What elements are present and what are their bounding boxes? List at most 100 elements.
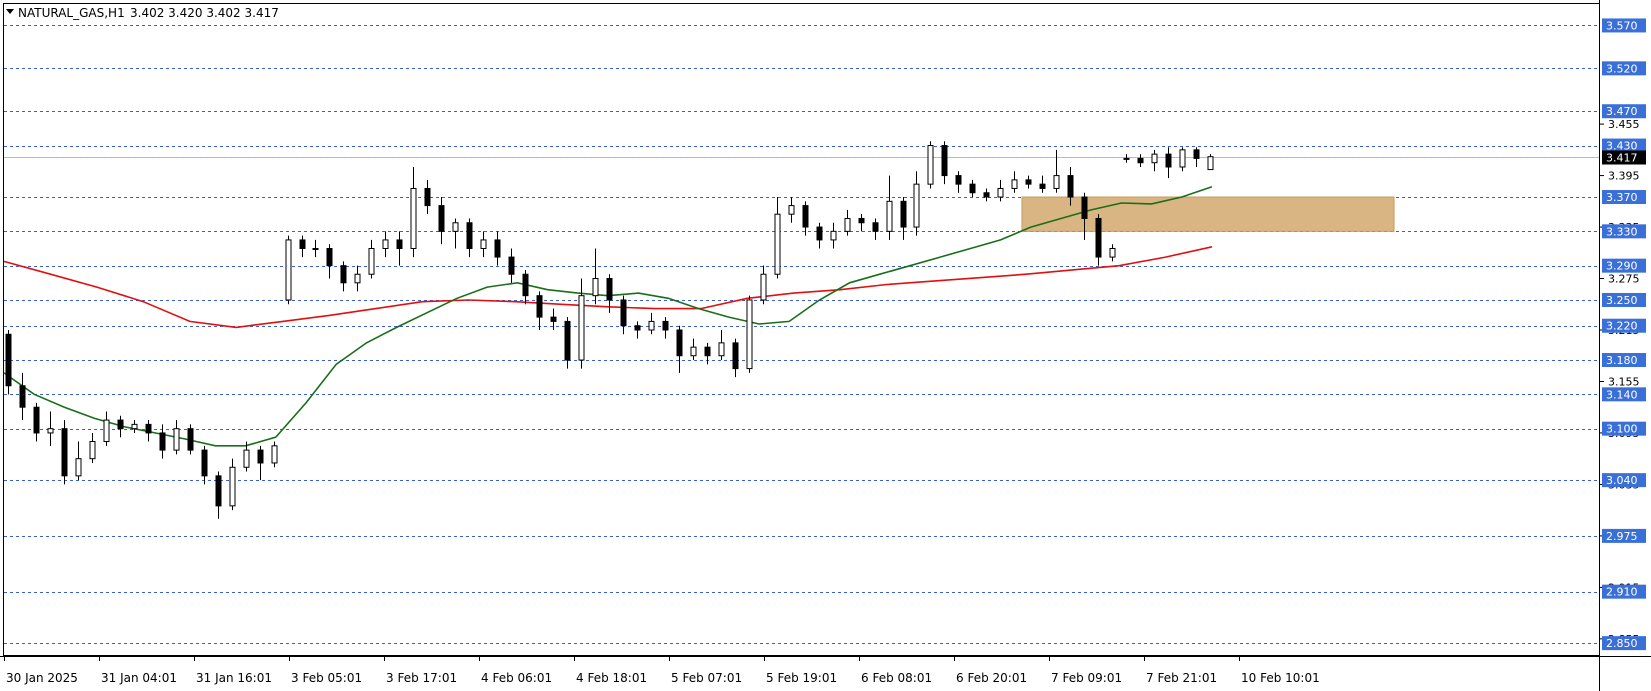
level-badge-label: 3.470 <box>1606 105 1638 118</box>
candle-body-bear <box>732 342 739 370</box>
candle <box>466 218 473 258</box>
candle-body-bull <box>47 428 54 434</box>
ma-slow-line <box>3 246 1213 329</box>
time-label: 7 Feb 09:01 <box>1051 671 1122 685</box>
candle <box>299 235 306 258</box>
candle-body-bear <box>704 346 711 357</box>
level-badge-bg <box>1602 421 1646 436</box>
level-badge: 3.520 <box>1602 61 1646 76</box>
candle <box>522 269 529 305</box>
time-label: 7 Feb 21:01 <box>1146 671 1217 685</box>
level-badge: 3.220 <box>1602 318 1646 333</box>
candle-body-bear <box>326 248 333 267</box>
level-badge-label: 2.910 <box>1606 586 1638 599</box>
level-badge: 3.430 <box>1602 138 1646 153</box>
candle-body-bull <box>913 183 920 228</box>
level-badge: 3.180 <box>1602 353 1646 368</box>
candle-body-bull <box>788 205 795 215</box>
candle-body-bear <box>900 200 907 228</box>
candle-body-bear <box>955 175 962 185</box>
candle-body-bull <box>997 187 1004 198</box>
level-badge: 2.975 <box>1602 528 1646 543</box>
candle-body-bear <box>872 222 879 232</box>
candle-body-bull <box>89 441 96 460</box>
candle <box>550 308 557 330</box>
candle <box>19 372 26 421</box>
candle-body-bear <box>522 273 529 297</box>
candle-body-bear <box>969 183 976 194</box>
candle-body-bull <box>271 445 278 464</box>
candle <box>676 325 683 373</box>
candle-body-bear <box>1067 175 1074 198</box>
candle <box>1207 154 1214 171</box>
candle <box>872 218 879 240</box>
current-price-badge-bg <box>1602 150 1646 165</box>
level-badge-label: 3.180 <box>1606 354 1638 367</box>
candle-body-bear <box>117 419 124 430</box>
level-badge-label: 3.290 <box>1606 260 1638 273</box>
level-badge-bg <box>1602 292 1646 307</box>
candle-body-bear <box>1165 153 1172 168</box>
time-label: 31 Jan 16:01 <box>196 671 272 685</box>
time-label: 4 Feb 18:01 <box>576 671 647 685</box>
candle-body-bull <box>886 200 893 232</box>
level-badge-bg <box>1602 318 1646 333</box>
candle <box>103 411 110 446</box>
level-badge-bg <box>1602 387 1646 402</box>
candle <box>955 171 962 193</box>
candle <box>760 265 767 305</box>
candle-body-bear <box>550 316 557 322</box>
level-badge-label: 3.100 <box>1606 423 1638 436</box>
candle <box>438 197 445 245</box>
price-tick-label: 3.275 <box>1608 273 1640 286</box>
candle-body-bull <box>354 273 361 284</box>
candle <box>1081 192 1088 240</box>
level-badge-label: 3.430 <box>1606 140 1638 153</box>
candle-body-bull <box>1151 153 1158 164</box>
candle <box>424 179 431 215</box>
time-label: 4 Feb 06:01 <box>481 671 552 685</box>
candle-body-bull <box>452 222 459 232</box>
candle <box>89 432 96 463</box>
candle-body-bull <box>410 187 417 250</box>
candle-body-bull <box>718 342 725 357</box>
time-label: 6 Feb 20:01 <box>956 671 1027 685</box>
candle <box>1053 149 1060 193</box>
candle <box>732 338 739 378</box>
candle <box>159 424 166 459</box>
candle <box>704 342 711 365</box>
level-badge-label: 3.040 <box>1606 474 1638 487</box>
collapse-triangle-icon[interactable] <box>6 9 14 14</box>
candle <box>61 420 68 485</box>
candle-body-bear <box>19 385 26 408</box>
candle-body-bull <box>1207 156 1214 171</box>
candle <box>508 248 515 283</box>
candle <box>243 441 250 472</box>
candle <box>215 471 222 519</box>
candle <box>173 420 180 455</box>
candle <box>410 167 417 258</box>
candle <box>396 231 403 266</box>
candle <box>746 295 753 373</box>
candle <box>913 171 920 236</box>
candle <box>1039 175 1046 193</box>
candle <box>1137 154 1144 167</box>
level-badge-bg <box>1602 528 1646 543</box>
candle <box>788 197 795 223</box>
level-badge-label: 3.250 <box>1606 294 1638 307</box>
price-tick-label: 3.455 <box>1608 118 1640 131</box>
candle-body-bear <box>340 265 347 284</box>
time-labels: 30 Jan 2025 31 Jan 04:01 31 Jan 16:01 3 Feb… <box>4 656 1320 685</box>
candle-body-bear <box>1039 183 1046 189</box>
candle-body-bull <box>1053 175 1060 189</box>
candle-body-bull <box>285 239 292 301</box>
candle-body-bull <box>1179 149 1186 168</box>
candle-body-bull <box>927 145 934 185</box>
candle <box>117 415 124 438</box>
candle <box>858 214 865 232</box>
candle <box>494 231 501 266</box>
candle <box>382 231 389 258</box>
candle-body-bear <box>424 187 431 207</box>
